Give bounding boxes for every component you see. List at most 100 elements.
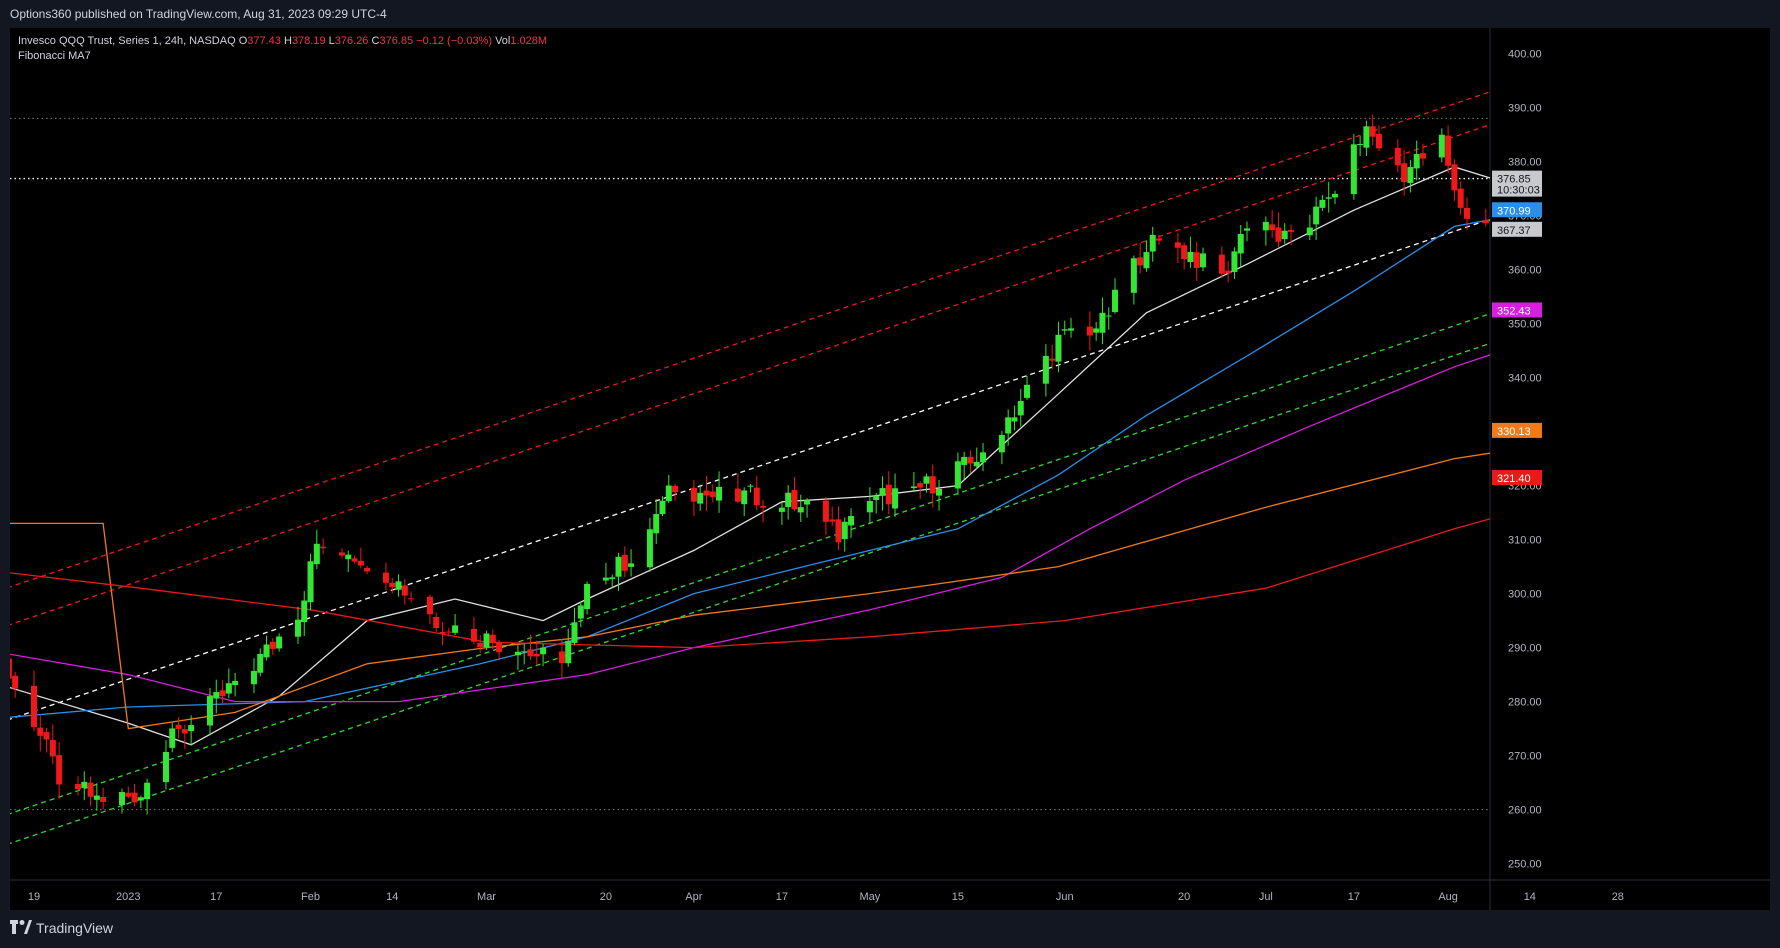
moving-average-line-2 <box>10 354 1490 703</box>
candle-body-134 <box>1181 245 1188 260</box>
candle-body-125 <box>1099 312 1106 333</box>
candle-body-22 <box>188 725 195 732</box>
candle-body-77 <box>672 485 679 493</box>
candle-body-130 <box>1143 252 1150 269</box>
candle-body-49 <box>433 616 440 629</box>
candle-body-113 <box>998 435 1005 453</box>
candle-body-1 <box>10 658 12 679</box>
candle-body-167 <box>1463 207 1470 219</box>
candle-body-131 <box>1149 234 1156 252</box>
candle-body-43 <box>382 572 389 583</box>
candle-body-12 <box>100 796 107 803</box>
candle-body-82 <box>716 486 723 501</box>
candle-body-133 <box>1174 242 1181 248</box>
candle-body-36 <box>313 543 320 565</box>
candle-body-54 <box>477 642 484 648</box>
candle-body-60 <box>527 649 534 657</box>
candle-body-78 <box>690 487 697 502</box>
time-tick-3: Feb <box>301 891 320 903</box>
candle-body-91 <box>797 507 804 513</box>
candle-body-38 <box>338 552 345 556</box>
time-tick-15: Aug <box>1438 891 1458 903</box>
volume-label: Vol <box>495 35 511 47</box>
candle-body-25 <box>219 690 226 697</box>
candle-body-44 <box>389 582 396 587</box>
candle-body-117 <box>1024 384 1031 398</box>
price-tick-390: 390.00 <box>1508 103 1542 115</box>
candle-body-128 <box>1130 258 1137 293</box>
candle-body-80 <box>703 490 710 496</box>
candle-body-123 <box>1086 326 1093 336</box>
candle-body-13 <box>118 792 125 805</box>
candle-body-28 <box>250 671 257 685</box>
price-tick-350: 350.00 <box>1508 319 1542 331</box>
time-tick-17: 28 <box>1612 891 1624 903</box>
candle-body-5 <box>43 732 50 740</box>
candle-body-124 <box>1093 328 1100 333</box>
candle-body-156 <box>1369 126 1376 137</box>
candle-body-47 <box>408 598 415 600</box>
candle-body-65 <box>571 622 578 643</box>
moving-average-line-0 <box>10 166 1490 746</box>
candle-body-153 <box>1350 144 1357 195</box>
candle-body-164 <box>1445 135 1452 166</box>
candle-body-26 <box>225 683 232 694</box>
candle-body-166 <box>1457 188 1464 208</box>
chart-pane[interactable]: Invesco QQQ Trust, Series 1, 24h, NASDAQ… <box>10 28 1770 910</box>
candle-body-105 <box>923 476 930 484</box>
candle-body-121 <box>1061 329 1068 331</box>
candle-body-50 <box>439 631 446 634</box>
price-label-bg-1 <box>1492 202 1542 218</box>
candle-body-81 <box>709 491 716 498</box>
candle-body-88 <box>778 507 785 512</box>
candle-body-31 <box>269 641 276 649</box>
candle-body-23 <box>206 696 213 726</box>
time-tick-6: 20 <box>600 891 612 903</box>
price-label-4: 330.13 <box>1497 426 1531 438</box>
candle-body-19 <box>169 728 176 748</box>
price-label-bg-2 <box>1492 221 1542 237</box>
candle-body-9 <box>81 781 88 788</box>
channel-line-3 <box>10 313 1490 815</box>
candle-body-151 <box>1325 197 1332 199</box>
candle-body-21 <box>181 729 188 734</box>
published-text: Options360 published on TradingView.com,… <box>10 7 387 21</box>
time-tick-1: 2023 <box>116 891 140 903</box>
time-tick-8: 17 <box>776 891 788 903</box>
time-tick-4: 14 <box>386 891 398 903</box>
candle-body-63 <box>558 651 565 664</box>
price-tick-250: 250.00 <box>1508 859 1542 871</box>
high-value: 378.19 <box>291 35 326 47</box>
moving-average-line-4 <box>10 518 1490 649</box>
time-tick-2: 17 <box>210 891 222 903</box>
time-tick-9: May <box>860 891 881 903</box>
price-chart[interactable]: 250.00 260.00 270.00 280.00 290.00 300.00 310.… <box>10 28 1770 910</box>
candle-body-29 <box>257 653 264 673</box>
price-label-1: 370.99 <box>1497 205 1531 217</box>
candle-body-42 <box>364 567 371 572</box>
price-label-bg-5 <box>1492 470 1542 486</box>
candle-body-62 <box>540 647 547 655</box>
candle-body-14 <box>125 792 132 797</box>
close-value: 376.85 <box>379 35 414 47</box>
candle-body-129 <box>1137 257 1144 266</box>
candle-body-152 <box>1331 193 1338 198</box>
symbol-description[interactable]: Invesco QQQ Trust, Series 1, 24h, NASDAQ <box>18 35 236 47</box>
candle-body-72 <box>628 563 635 567</box>
tradingview-brand[interactable]: TradingView <box>36 920 114 936</box>
indicator-legend[interactable]: Fibonacci MA7 <box>18 50 91 62</box>
candle-body-139 <box>1225 270 1232 274</box>
candle-body-138 <box>1218 254 1225 274</box>
candle-body-106 <box>929 476 936 494</box>
price-label-2: 367.37 <box>1497 225 1531 237</box>
candle-body-52 <box>452 625 459 633</box>
candle-body-53 <box>470 628 477 642</box>
tradingview-logo-icon <box>10 911 32 948</box>
candle-body-142 <box>1244 228 1250 231</box>
candle-body-27 <box>232 680 239 686</box>
candle-body-20 <box>175 724 182 729</box>
candle-body-140 <box>1231 251 1238 273</box>
candle-body-30 <box>263 644 270 658</box>
candle-body-74 <box>653 514 660 534</box>
volume-value: 1.028M <box>510 35 548 47</box>
